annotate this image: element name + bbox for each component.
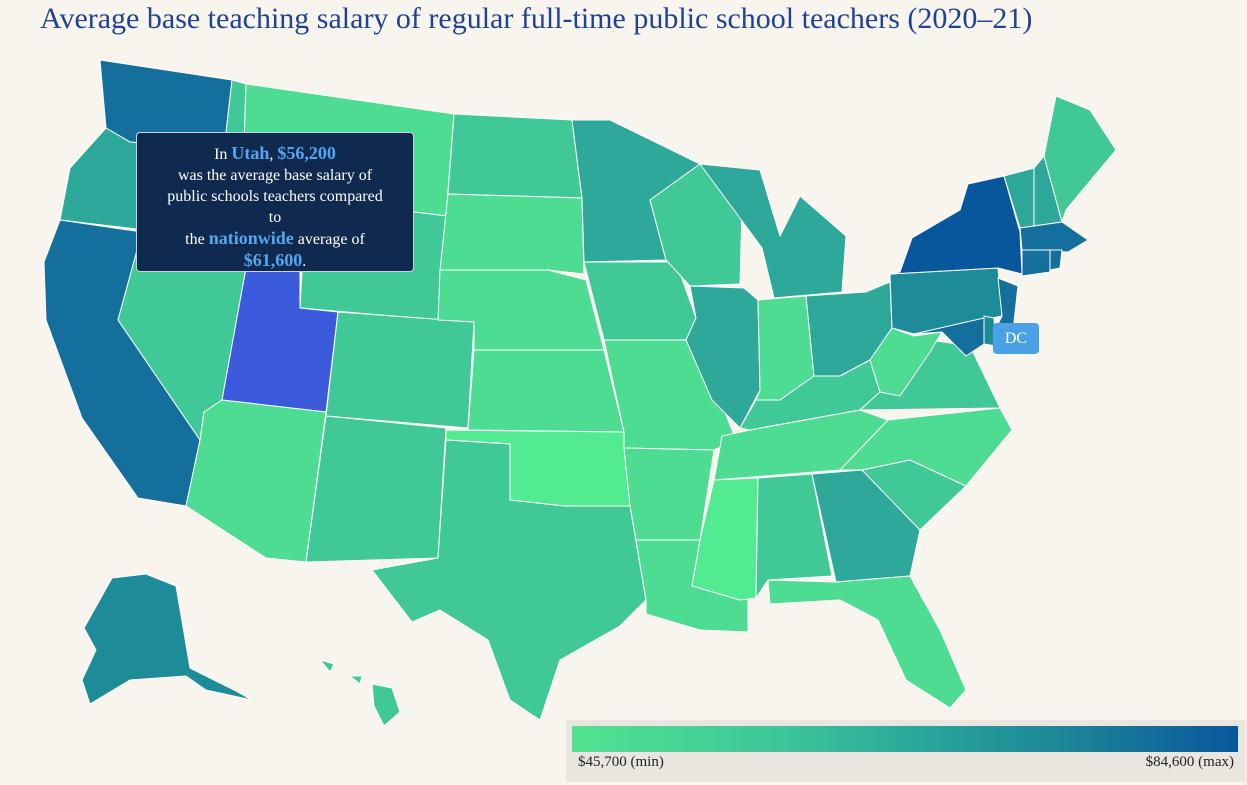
tooltip-line-6: $61,600. bbox=[145, 250, 405, 272]
state-AR[interactable] bbox=[623, 447, 715, 541]
state-HI[interactable] bbox=[319, 659, 401, 727]
state-NM[interactable] bbox=[305, 415, 447, 563]
dc-button[interactable]: DC bbox=[993, 323, 1039, 354]
legend-min-label: $45,700 (min) bbox=[578, 754, 664, 770]
state-NY[interactable] bbox=[889, 175, 1023, 275]
color-legend: $45,700 (min) $84,600 (max) bbox=[566, 720, 1246, 782]
state-AZ[interactable] bbox=[185, 399, 327, 563]
state-FL[interactable] bbox=[767, 575, 967, 709]
tooltip-line-2: was the average base salary of bbox=[177, 167, 373, 184]
state-SD[interactable] bbox=[439, 193, 585, 275]
state-GA[interactable] bbox=[811, 469, 921, 583]
tooltip-prefix: In bbox=[214, 146, 232, 163]
tooltip-line-5: the nationwide average of bbox=[145, 228, 405, 250]
tooltip-the: the bbox=[185, 231, 209, 248]
state-KS[interactable] bbox=[467, 349, 625, 433]
state-AK[interactable] bbox=[81, 573, 253, 705]
tooltip-period: . bbox=[302, 253, 307, 270]
tooltip-state-salary: $56,200 bbox=[277, 143, 336, 163]
state-tooltip: In Utah, $56,200 was the average base sa… bbox=[136, 132, 414, 272]
state-RI[interactable] bbox=[1049, 249, 1063, 271]
map-title: Average base teaching salary of regular … bbox=[40, 2, 1033, 35]
legend-gradient-bar bbox=[572, 726, 1238, 752]
state-MD[interactable] bbox=[913, 317, 985, 357]
state-MA[interactable] bbox=[1019, 221, 1089, 253]
state-CO[interactable] bbox=[325, 311, 475, 429]
tooltip-line-3: public schools teachers compared bbox=[167, 188, 383, 205]
state-CT[interactable] bbox=[1021, 249, 1051, 277]
state-ND[interactable] bbox=[447, 113, 583, 199]
tooltip-separator: , bbox=[269, 146, 278, 163]
tooltip-national-average: $61,600 bbox=[243, 250, 303, 270]
state-AL[interactable] bbox=[755, 473, 833, 599]
state-MI[interactable] bbox=[699, 163, 847, 299]
tooltip-state-name: Utah bbox=[231, 143, 270, 163]
tooltip-average-of: average of bbox=[293, 231, 365, 248]
state-TX[interactable] bbox=[371, 439, 647, 721]
state-NC[interactable] bbox=[839, 407, 1013, 487]
tooltip-line-1: In Utah, $56,200 bbox=[145, 143, 405, 165]
tooltip-nationwide: nationwide bbox=[208, 228, 294, 248]
tooltip-line-4: to bbox=[268, 209, 282, 226]
legend-max-label: $84,600 (max) bbox=[1145, 754, 1234, 770]
